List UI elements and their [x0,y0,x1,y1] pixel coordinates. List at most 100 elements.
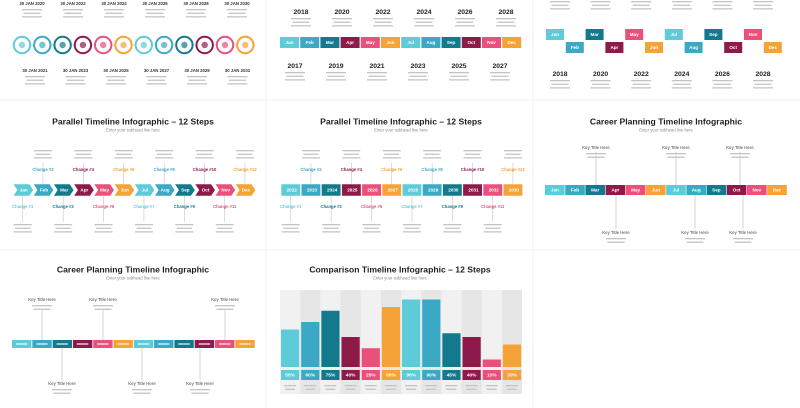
placeholder-text [485,385,498,387]
placeholder-text [753,80,773,82]
placeholder-text [228,12,246,14]
value-label: 80% [386,373,396,379]
month-box [545,185,565,195]
change-label: Change #3 [321,204,343,209]
bar [341,337,360,367]
placeholder-text [136,227,152,229]
change-label: Change #7 [133,204,155,209]
change-label: Change #2 [300,167,322,172]
placeholder-text [364,385,377,387]
placeholder-text [455,18,475,20]
month-label: Oct [729,45,737,50]
placeholder-text [284,385,296,387]
placeholder-text [148,79,165,81]
placeholder-text [105,12,123,14]
step-shape [93,183,115,197]
value-box [361,370,380,380]
placeholder-text [332,18,352,20]
placeholder-text [414,25,434,27]
placeholder-text [450,75,468,77]
slide-subtitle: Enter your subhead line here [639,128,693,133]
month-label: Jan [551,32,559,37]
placeholder-text [229,79,246,81]
month-box [565,185,585,195]
year-label: 2026 [457,9,472,16]
step-shape [113,183,135,197]
placeholder-text [374,21,392,23]
slide-subtitle: Enter your subhead line here [373,276,427,281]
placeholder-text [52,389,72,391]
placeholder-text [326,72,346,74]
placeholder-text [505,153,521,155]
placeholder-text [443,231,462,233]
placeholder-text [425,385,438,387]
placeholder-text [104,9,124,11]
step-label: Nov [221,188,230,193]
bar [281,329,300,367]
bar [482,359,501,367]
placeholder-text [426,388,437,390]
placeholder-text [198,343,211,345]
placeholder-text [187,83,207,85]
value-label: 25% [366,373,376,379]
placeholder-text [367,72,387,74]
placeholder-text [323,227,339,229]
slide-subtitle: Enter your subhead line here [106,128,160,133]
step-label: 2023 [307,188,318,193]
placeholder-text [325,388,336,390]
placeholder-text [64,12,82,14]
placeholder-text [667,156,685,158]
placeholder-text [33,308,51,310]
month-label: Aug [692,188,701,193]
placeholder-text [415,21,433,23]
placeholder-text [36,343,48,345]
placeholder-text [106,83,126,85]
placeholder-text [219,343,231,345]
step-shape [341,183,362,197]
year-label: 2018 [293,9,308,16]
placeholder-text [449,79,469,81]
month-box [704,29,723,40]
step-label: Aug [161,188,170,193]
placeholder-text [25,83,45,85]
step-icon [181,41,188,49]
placeholder-text [671,87,692,89]
step-label: Jul [142,188,149,193]
placeholder-text [26,79,44,81]
month-label: Aug [426,40,435,45]
year-label: 2017 [287,63,302,70]
placeholder-text [76,343,89,345]
month-box [666,185,686,195]
placeholder-text [188,79,206,81]
value-label: 75% [326,373,336,379]
placeholder-text [365,388,376,390]
month-box [300,37,320,48]
placeholder-text [94,224,113,226]
step-label: Jan [20,188,28,193]
month-box [461,37,481,48]
value-box [482,370,501,380]
month-label: Jul [407,40,414,45]
placeholder-text [592,83,610,85]
step-icon [39,41,46,49]
placeholder-text [175,231,194,233]
slide-title: Career Planning Timeline Infographic [590,116,742,126]
placeholder-text [145,16,165,18]
placeholder-text [137,343,150,345]
placeholder-text [671,1,692,3]
month-box [605,42,624,53]
placeholder-text [227,76,248,78]
placeholder-text [191,392,209,394]
placeholder-text [96,227,112,229]
step-shape [300,183,322,197]
step-shape [422,183,443,197]
change-label: Change #1 [280,204,302,209]
slide-title: Career Planning Timeline Infographic [57,264,209,274]
placeholder-text [56,343,68,345]
step-icon [18,41,26,49]
key-title: Key Title Here [582,145,610,150]
month-box [381,37,400,48]
placeholder-text [491,75,509,77]
placeholder-text [322,224,341,226]
slide-subtitle: Enter your subhead line here [106,276,160,281]
